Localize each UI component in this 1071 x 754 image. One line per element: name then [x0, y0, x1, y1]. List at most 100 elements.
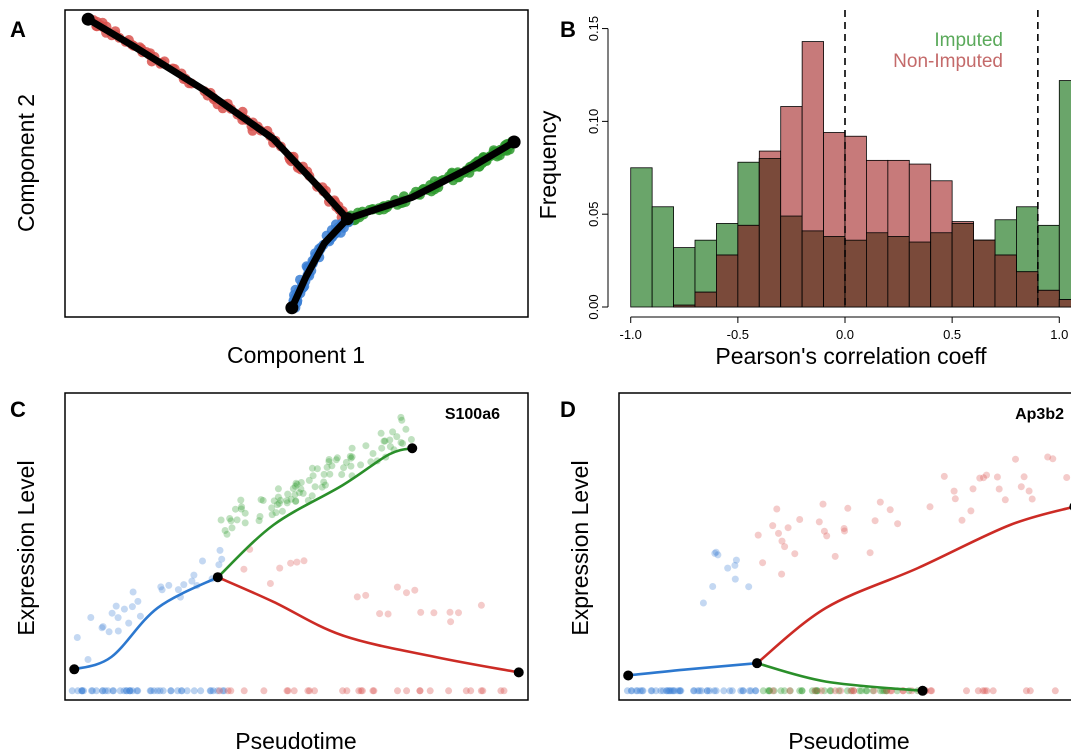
cell-point-blue	[174, 687, 182, 695]
cell-point-blue	[714, 551, 722, 559]
cell-point-green	[863, 687, 871, 695]
cell-point-green	[292, 497, 300, 505]
cell-point-blue	[99, 687, 107, 695]
cell-point-blue	[639, 687, 647, 695]
cell-point-green	[297, 479, 305, 486]
cell-point-red	[1022, 687, 1030, 695]
cell-point-red	[773, 505, 781, 513]
panel-c-plot-area	[68, 413, 524, 695]
panel-a: A Component 1 Component 2	[10, 9, 529, 368]
cell-point-blue	[739, 687, 747, 695]
cell-point-green	[786, 687, 794, 695]
cell-point-blue	[745, 583, 753, 591]
cell-point-red	[791, 550, 799, 558]
cell-point-red	[831, 687, 839, 695]
cell-point-blue	[110, 687, 117, 695]
cell-point-red	[362, 591, 370, 599]
cell-point-green	[399, 440, 407, 447]
cell-point-green	[255, 517, 263, 525]
cell-point-green	[325, 458, 333, 466]
panel-a-frame	[64, 9, 529, 318]
cell-point-green	[389, 428, 397, 436]
cell-point-green	[781, 687, 788, 695]
cell-point-blue	[668, 687, 676, 695]
cell-point-green	[277, 496, 285, 504]
cell-point-red	[927, 687, 935, 695]
cell-point-blue	[703, 687, 711, 695]
cell-point-blue	[737, 687, 745, 695]
cell-point-green	[380, 437, 388, 445]
hist-bar-imputed	[673, 247, 696, 308]
cell-point-red	[477, 601, 485, 609]
cell-point-green	[848, 687, 856, 695]
cell-point-red	[928, 687, 936, 695]
cell-point-red	[1025, 487, 1033, 495]
cell-point-red	[979, 687, 987, 695]
cell-point-blue	[167, 687, 175, 695]
cell-point-blue	[88, 687, 95, 695]
cell-point-green	[237, 505, 245, 513]
cell-point-green	[835, 687, 843, 695]
cell-point-red	[306, 687, 313, 695]
cell-point-blue	[671, 687, 678, 695]
cell-point-red	[393, 583, 401, 591]
cell-point-blue	[114, 614, 122, 622]
cell-point-green	[289, 485, 297, 492]
cell-point-blue	[731, 575, 739, 583]
cell-point-red	[358, 687, 366, 695]
cell-point-blue	[739, 687, 747, 695]
cell-point-blue	[112, 602, 120, 610]
x-tick-label: 0.0	[836, 327, 854, 342]
cell-point-blue	[694, 687, 702, 695]
cell-point-green	[820, 687, 828, 695]
cell-point-blue	[745, 687, 753, 695]
cell-point-red	[339, 687, 347, 695]
cell-point-green	[321, 481, 329, 489]
cell-point-red	[426, 687, 434, 695]
cell-point-green	[275, 499, 283, 507]
cell-point-green	[270, 497, 278, 505]
cell-point-blue	[123, 687, 131, 695]
cell-point-blue	[676, 687, 684, 695]
cell-point-blue	[648, 687, 656, 695]
panel-d-letter: D	[560, 397, 576, 422]
cell-point-blue	[677, 687, 685, 695]
cell-point-green	[287, 495, 295, 503]
cell-point-red	[447, 618, 455, 626]
cell-point-green	[798, 687, 806, 695]
cell-point-blue	[732, 556, 740, 564]
cell-point-green	[346, 452, 354, 460]
cell-point-red	[778, 537, 786, 545]
cell-point-blue	[92, 687, 100, 695]
cell-point-green	[237, 496, 245, 504]
cell-point-blue	[156, 687, 164, 695]
cell-point-green	[808, 687, 816, 695]
cell-point-red	[969, 485, 977, 493]
hist-bar-overlap	[694, 291, 717, 308]
cell-point-green	[765, 687, 773, 695]
cell-point-blue	[206, 687, 214, 695]
cell-point-blue	[747, 687, 755, 695]
cell-point-green	[221, 527, 229, 534]
trajectory-node	[340, 212, 354, 226]
hist-bar-overlap	[1037, 289, 1060, 308]
cell-point-blue	[122, 687, 130, 695]
cell-point-blue	[146, 687, 154, 695]
cell-point-green	[777, 687, 785, 695]
cell-point-blue	[623, 687, 631, 695]
hist-bar-overlap	[1058, 299, 1071, 308]
cell-point-green	[299, 489, 307, 497]
cell-point-green	[876, 687, 884, 695]
cell-point-blue	[219, 687, 227, 695]
cell-point-green	[256, 513, 264, 520]
cell-point-green	[759, 687, 767, 695]
cell-point-green	[268, 511, 276, 519]
cell-point-green	[362, 442, 370, 450]
cell-point-green	[283, 497, 291, 504]
cell-point-red	[871, 517, 879, 525]
cell-point-green	[226, 515, 234, 522]
cell-point-green	[827, 687, 835, 695]
cell-point-blue	[68, 687, 76, 695]
cell-point-green	[377, 429, 385, 437]
cell-point-red	[446, 608, 454, 616]
